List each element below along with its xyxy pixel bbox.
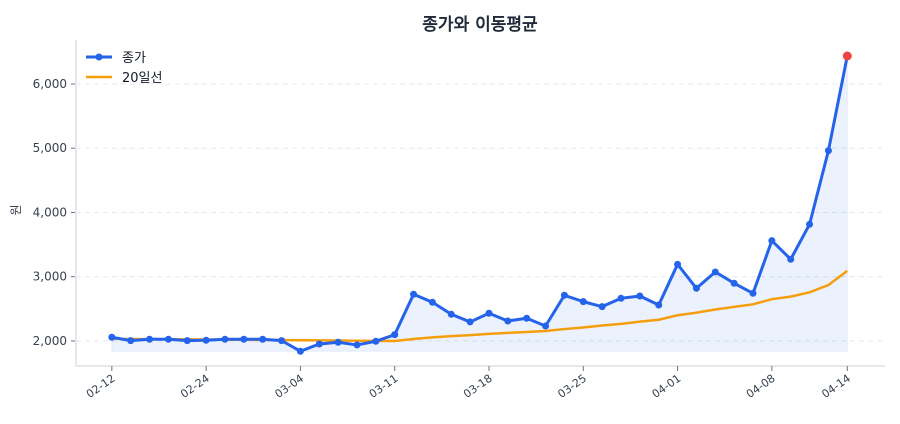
close-price-point: [127, 337, 135, 345]
x-tick-label: 02-24: [178, 372, 212, 401]
close-price-point: [466, 318, 474, 326]
y-axis-label: 원: [9, 204, 23, 215]
y-tick-label: 4,000: [33, 205, 67, 219]
close-price-point: [806, 220, 814, 228]
chart-title: 종가와 이동평균: [422, 15, 538, 35]
legend-label-ma20: 20일선: [122, 71, 162, 86]
close-price-point: [183, 337, 191, 345]
close-price-point: [617, 294, 625, 302]
close-price-point: [410, 290, 418, 298]
close-price-point: [296, 347, 304, 355]
y-tick-label: 2,000: [33, 334, 67, 348]
close-price-point: [485, 309, 493, 317]
close-price-point: [523, 314, 531, 322]
x-tick-label: 03-18: [461, 372, 495, 401]
close-price-point: [579, 298, 587, 306]
close-price-point: [240, 335, 248, 343]
x-tick-label: 04-01: [650, 372, 684, 401]
close-price-point: [749, 289, 757, 297]
close-price-point: [824, 147, 832, 155]
close-price-point: [221, 335, 229, 343]
y-tick-label: 5,000: [33, 141, 67, 155]
close-price-point: [787, 255, 795, 263]
close-price-point: [146, 335, 154, 343]
close-price-series-line: [111, 55, 849, 353]
x-tick-label: 04-08: [744, 372, 778, 401]
x-tick-label: 03-11: [367, 372, 401, 401]
close-price-point: [372, 337, 380, 345]
x-tick-label: 03-25: [555, 372, 589, 401]
close-price-point: [391, 331, 399, 339]
close-price-point: [542, 322, 550, 330]
close-price-point: [636, 292, 644, 300]
close-price-point: [674, 260, 682, 268]
last-close-highlight-point: [842, 51, 852, 61]
x-tick-label: 04-14: [819, 372, 853, 401]
legend-marker-close: [95, 53, 103, 61]
y-tick-label: 3,000: [33, 270, 67, 284]
close-price-point: [768, 237, 776, 245]
close-price-point: [560, 291, 568, 299]
close-price-point: [259, 335, 267, 343]
close-price-point: [447, 310, 455, 318]
close-price-point: [315, 340, 323, 348]
close-price-point: [334, 338, 342, 346]
legend-label-close: 종가: [122, 51, 146, 66]
close-price-point: [108, 333, 116, 341]
close-price-point: [598, 303, 606, 311]
close-price-point: [730, 279, 738, 287]
x-tick-label: 02-12: [84, 372, 118, 401]
close-price-point: [428, 298, 436, 306]
x-tick-label: 03-04: [272, 372, 306, 401]
close-price-point: [655, 301, 663, 309]
legend: 종가 20일선: [86, 51, 162, 86]
close-price-point: [692, 284, 700, 292]
close-price-point: [278, 337, 286, 345]
close-price-point: [164, 335, 172, 343]
close-price-point: [711, 268, 719, 276]
y-tick-label: 6,000: [33, 77, 67, 91]
close-price-point: [504, 317, 512, 325]
close-price-point: [202, 336, 210, 344]
close-price-point: [353, 341, 361, 349]
